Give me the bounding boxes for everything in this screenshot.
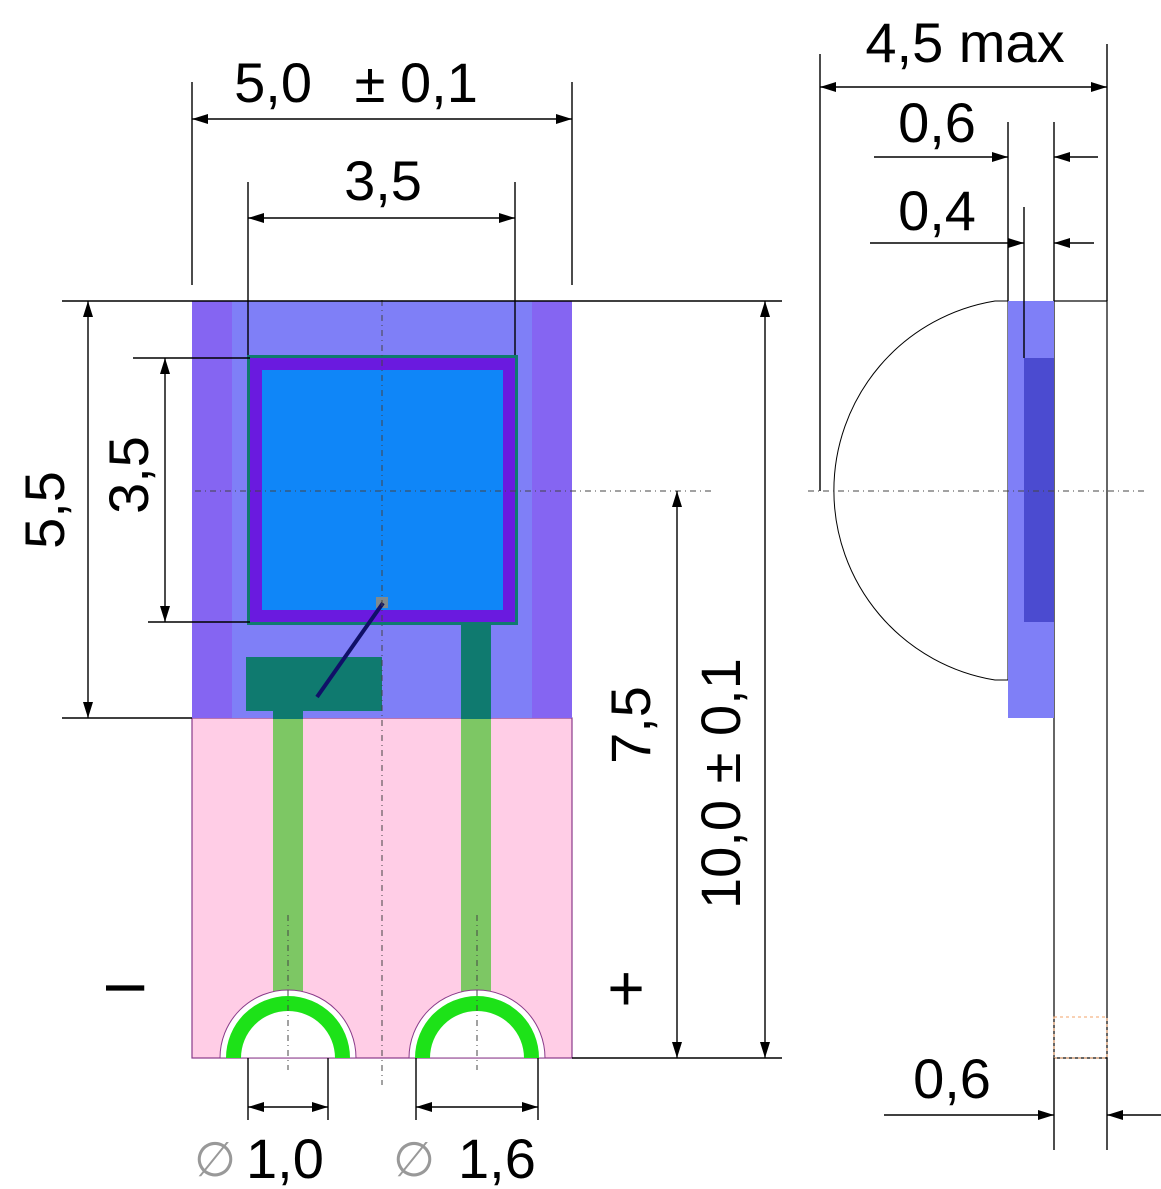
- left-bond-pad: [246, 657, 382, 711]
- right-strip: [532, 301, 572, 718]
- substrate-label: 0,6: [913, 1047, 991, 1110]
- center-height-label: 7,5: [599, 686, 662, 764]
- layer-outer-label: 0,6: [898, 91, 976, 154]
- svg-text:10,0: 10,0: [689, 800, 752, 909]
- max-width-label: 4,5 max: [865, 11, 1064, 74]
- chip-width-label: 3,5: [344, 149, 422, 212]
- hole-small-diameter-symbol: ∅: [194, 1132, 236, 1188]
- minus-terminal-label: I: [94, 980, 157, 996]
- width-tolerance-label: 0,1: [400, 51, 478, 114]
- right-trace: [461, 700, 491, 1000]
- width-label: 5,0: [234, 51, 312, 114]
- total-height-label: 10,0 ± 0,1: [689, 658, 752, 909]
- side-view: 4,5 max 0,6 0,4 0,6: [808, 11, 1161, 1150]
- height-label: 5,5: [13, 471, 76, 549]
- substrate: [1053, 300, 1108, 1059]
- svg-text:±: ±: [689, 753, 752, 784]
- bond-wire: [315, 601, 385, 699]
- width-tolerance-symbol: ±: [355, 51, 386, 114]
- lens-dome: [833, 300, 1009, 681]
- front-view: 5,0 ± 0,1 3,5 5,5 3,5 7,5 10,0 ± 0,1 I +…: [13, 51, 782, 1189]
- chip-height-label: 3,5: [97, 436, 160, 514]
- right-pad-column: [461, 620, 491, 719]
- chip-layer: [1024, 358, 1054, 622]
- hole-small-label: 1,0: [246, 1127, 324, 1189]
- plus-terminal-label: +: [607, 952, 644, 1024]
- hole-large-diameter-symbol: ∅: [393, 1132, 435, 1188]
- left-pad-neck: [273, 705, 303, 719]
- svg-text:0,1: 0,1: [689, 658, 752, 736]
- left-strip: [192, 301, 232, 718]
- layer-inner-label: 0,4: [898, 179, 976, 242]
- substrate-end-hint: [1053, 1016, 1108, 1059]
- hole-large-label: 1,6: [458, 1127, 536, 1189]
